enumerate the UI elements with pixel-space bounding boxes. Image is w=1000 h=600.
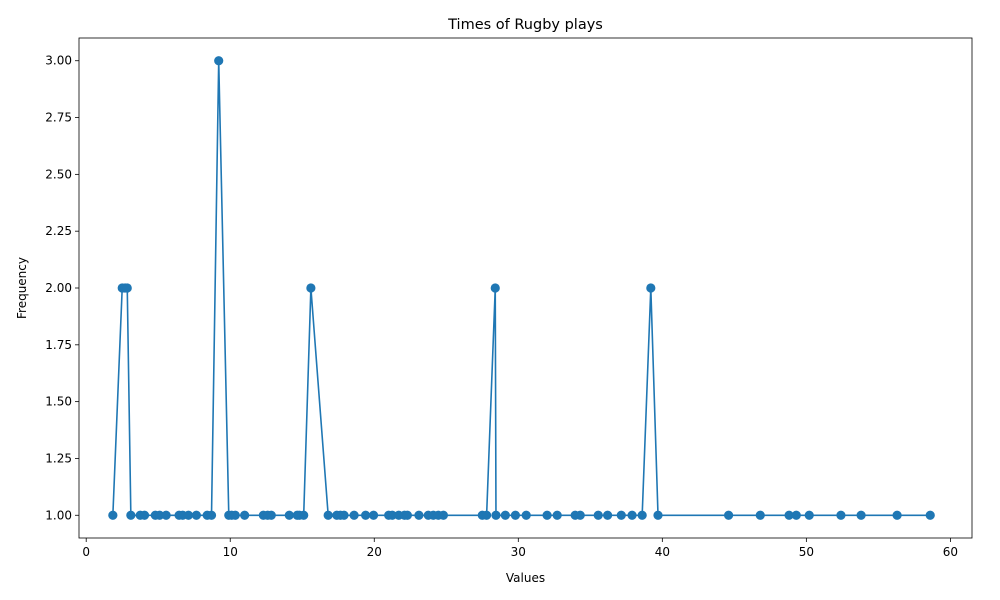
data-point (414, 510, 424, 520)
data-point (637, 510, 647, 520)
data-point (402, 510, 412, 520)
data-point (791, 510, 801, 520)
data-point (784, 510, 794, 520)
data-point (108, 510, 118, 520)
data-point (491, 510, 501, 520)
axis-spines (78, 37, 973, 539)
data-point (482, 510, 492, 520)
data-point (183, 510, 194, 520)
y-tick-label: 2.75 (45, 111, 72, 125)
x-tick-label: 60 (943, 545, 958, 559)
data-point (603, 510, 613, 520)
data-point (552, 510, 562, 520)
data-point (299, 510, 309, 520)
data-point (266, 510, 276, 520)
data-point (323, 510, 333, 520)
x-axis-title: Values (506, 571, 545, 585)
data-point (804, 510, 814, 520)
y-axis-title: Frequency (15, 257, 29, 319)
x-axis-ticks: 0 10 20 30 40 50 60 (82, 538, 958, 559)
y-tick-label: 1.25 (45, 451, 72, 465)
data-point (339, 510, 349, 520)
series-group (108, 56, 935, 520)
data-point (616, 510, 626, 520)
data-point (755, 510, 765, 520)
y-tick-label: 1.00 (45, 508, 72, 522)
data-point (361, 510, 371, 520)
x-tick-label: 10 (223, 545, 238, 559)
data-point (500, 510, 510, 520)
data-point (510, 510, 521, 520)
data-point (892, 510, 902, 520)
y-tick-label: 2.25 (45, 224, 72, 238)
data-point (155, 510, 165, 520)
data-point (653, 510, 663, 520)
data-point (126, 510, 136, 520)
data-point (214, 56, 224, 66)
y-tick-label: 1.75 (45, 338, 72, 352)
data-point (856, 510, 866, 520)
data-point (646, 283, 656, 293)
data-point (122, 283, 132, 293)
x-tick-label: 40 (655, 545, 670, 559)
data-point (191, 510, 201, 520)
data-point (368, 510, 379, 520)
data-point (387, 510, 397, 520)
data-point (240, 510, 250, 520)
data-point (521, 510, 531, 520)
x-tick-label: 20 (367, 545, 382, 559)
data-point (575, 510, 585, 520)
y-tick-label: 2.50 (45, 167, 72, 181)
data-point (161, 510, 171, 520)
x-tick-label: 0 (82, 545, 90, 559)
data-point (349, 510, 359, 520)
y-tick-label: 3.00 (45, 54, 72, 68)
data-point (542, 510, 552, 520)
data-point (723, 510, 734, 520)
data-point (490, 283, 500, 293)
data-point (925, 510, 935, 520)
x-tick-label: 50 (799, 545, 814, 559)
data-point (306, 283, 316, 293)
data-point (139, 510, 150, 520)
data-point (836, 510, 846, 520)
plot-frame (78, 37, 973, 539)
y-tick-label: 2.00 (45, 281, 72, 295)
data-point (206, 510, 217, 520)
y-axis-ticks: 1.00 1.25 1.50 1.75 2.00 2.25 2.50 2.75 3.00 (45, 54, 79, 522)
data-point (438, 510, 448, 520)
x-tick-label: 30 (511, 545, 526, 559)
y-tick-label: 1.50 (45, 395, 72, 409)
chart-title: Times of Rugby plays (447, 17, 603, 33)
data-point (593, 510, 603, 520)
data-point (230, 510, 240, 520)
data-point (284, 510, 294, 520)
data-point (627, 510, 637, 520)
